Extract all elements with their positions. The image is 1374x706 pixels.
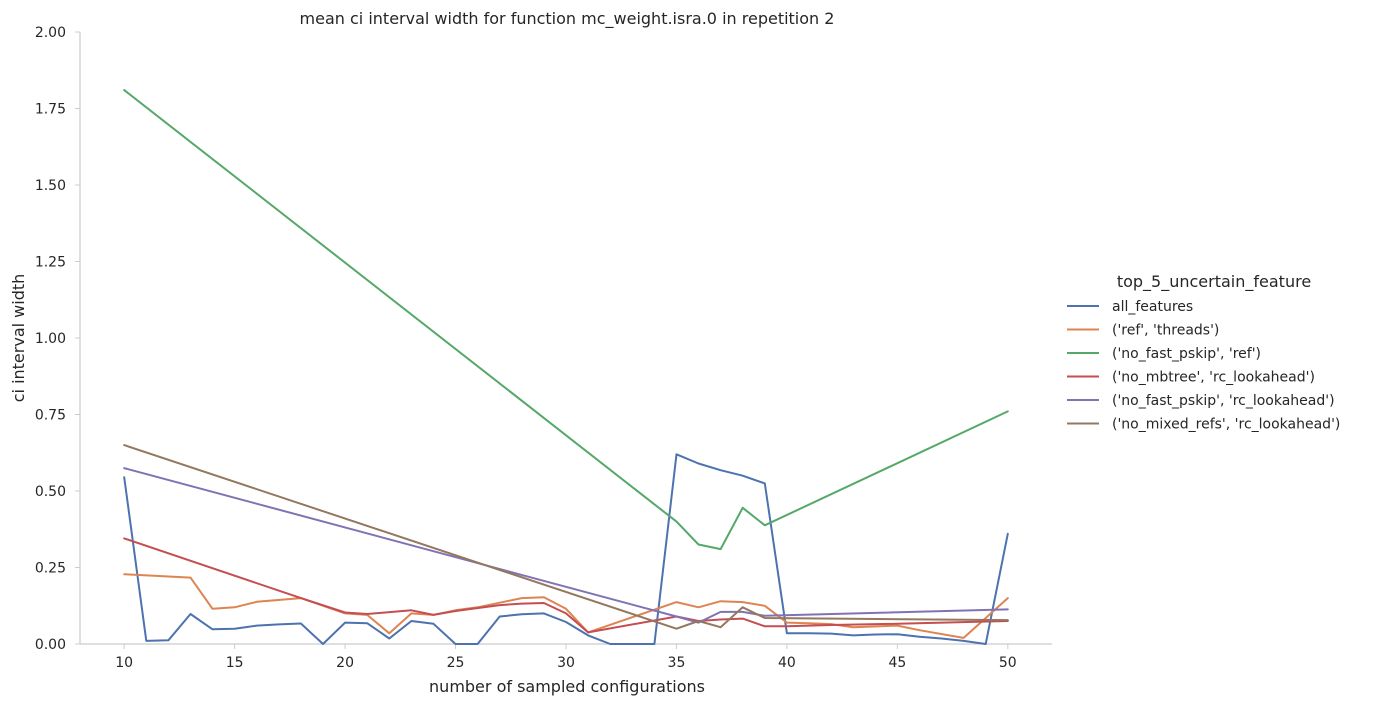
y-tick-label: 1.50 bbox=[35, 178, 66, 194]
legend-title: top_5_uncertain_feature bbox=[1117, 272, 1311, 292]
x-tick-label: 20 bbox=[336, 655, 354, 671]
series-line-5 bbox=[123, 444, 1009, 630]
series-line-4 bbox=[123, 467, 1009, 624]
x-ticks: 10 15 20 25 30 35 40 45 50 bbox=[115, 644, 1017, 671]
y-tick-label: 0.00 bbox=[35, 637, 66, 653]
x-tick-label: 15 bbox=[226, 655, 244, 671]
y-tick-label: 1.75 bbox=[35, 102, 66, 118]
legend-label: ('no_fast_pskip', 'rc_lookahead') bbox=[1112, 393, 1335, 409]
legend-label: all_features bbox=[1112, 299, 1193, 315]
x-tick-label: 50 bbox=[999, 655, 1017, 671]
legend-label: ('no_fast_pskip', 'ref') bbox=[1112, 346, 1261, 362]
plot-area: 10 15 20 25 30 35 40 45 50 0.00 0.25 0.50 0.75 1.00 1… bbox=[35, 25, 1052, 671]
y-tick-label: 0.25 bbox=[35, 561, 66, 577]
series-line-3 bbox=[123, 537, 1009, 634]
series-lines bbox=[123, 89, 1009, 645]
x-tick-label: 35 bbox=[668, 655, 686, 671]
y-tick-label: 1.25 bbox=[35, 255, 66, 271]
legend: top_5_uncertain_feature all_features ('re… bbox=[1067, 272, 1340, 433]
legend-label: ('no_mbtree', 'rc_lookahead') bbox=[1112, 370, 1315, 386]
x-tick-label: 10 bbox=[115, 655, 133, 671]
legend-items: all_features ('ref', 'threads') ('no_fast_… bbox=[1067, 299, 1340, 433]
legend-label: ('no_mixed_refs', 'rc_lookahead') bbox=[1112, 417, 1340, 433]
chart-title: mean ci interval width for function mc_w… bbox=[300, 9, 835, 29]
y-tick-label: 2.00 bbox=[35, 25, 66, 41]
series-line-0 bbox=[123, 453, 1009, 645]
x-tick-label: 45 bbox=[888, 655, 906, 671]
y-tick-label: 1.00 bbox=[35, 331, 66, 347]
x-tick-label: 30 bbox=[557, 655, 575, 671]
y-tick-label: 0.75 bbox=[35, 408, 66, 424]
x-tick-label: 40 bbox=[778, 655, 796, 671]
x-tick-label: 25 bbox=[447, 655, 465, 671]
y-axis-label: ci interval width bbox=[9, 274, 28, 403]
y-tick-label: 0.50 bbox=[35, 484, 66, 500]
y-ticks: 0.00 0.25 0.50 0.75 1.00 1.25 1.50 1.75 2.00 bbox=[35, 25, 80, 653]
legend-label: ('ref', 'threads') bbox=[1112, 323, 1219, 339]
series-line-2 bbox=[123, 89, 1009, 551]
x-axis-label: number of sampled configurations bbox=[429, 677, 705, 696]
